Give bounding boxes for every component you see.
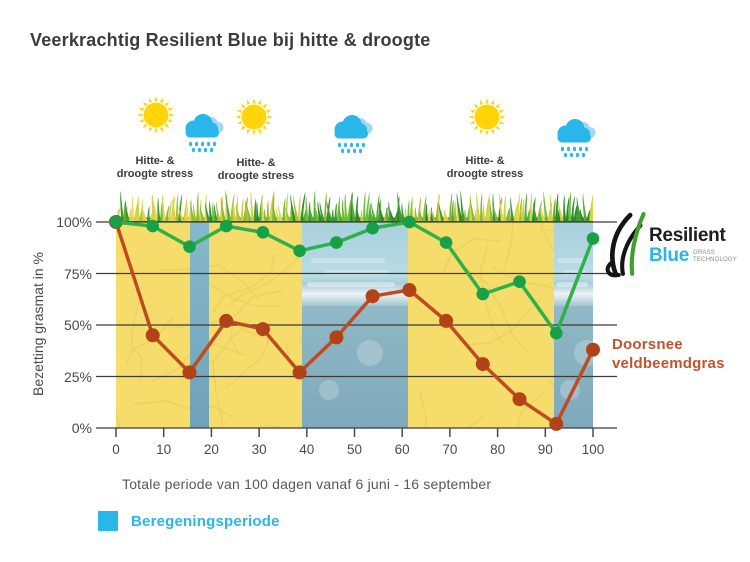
water-highlight <box>553 284 593 306</box>
stress-label-1: Hitte- & droogte stress <box>116 155 194 180</box>
stress-label-3: Hitte- & droogte stress <box>446 155 524 180</box>
resilient-blue-logo: Resilient Blue GRASS TECHNOLOGY <box>603 212 737 278</box>
brand-name-top: Resilient <box>649 225 726 246</box>
rain-cloud-icon <box>329 114 375 156</box>
water-bubble <box>319 380 340 400</box>
x-tick-label: 50 <box>346 442 363 457</box>
x-tick-label: 90 <box>537 442 553 457</box>
irrigation-band <box>189 222 209 428</box>
y-axis-title: Bezetting grasmat in % <box>30 252 46 396</box>
x-tick-label: 40 <box>299 442 315 457</box>
x-tick-label: 0 <box>112 442 120 457</box>
x-tick-label: 60 <box>394 442 410 457</box>
water-streak <box>310 258 385 263</box>
water-streak <box>325 270 390 275</box>
irrigation-band <box>302 222 409 428</box>
page-title: Veerkrachtig Resilient Blue bij hitte & … <box>30 30 431 50</box>
y-tick-label: 100% <box>56 214 92 230</box>
water-bubble <box>357 340 384 366</box>
irrigation-band <box>553 222 593 428</box>
y-tick-label: 50% <box>63 317 92 333</box>
rain-cloud-icon <box>180 113 226 155</box>
brand-name-bottom: Blue <box>649 245 689 266</box>
x-tick-label: 70 <box>442 442 458 457</box>
sun-icon <box>467 97 507 137</box>
rain-cloud-icon <box>552 118 598 160</box>
water-streak <box>562 270 586 275</box>
x-tick-label: 30 <box>251 442 267 457</box>
water-streak <box>557 258 585 263</box>
stress-label-2: Hitte- & droogte stress <box>217 157 295 182</box>
x-tick-label: 80 <box>490 442 506 457</box>
brand-tagline: GRASS TECHNOLOGY <box>692 250 737 263</box>
grass-logo-icon <box>603 212 647 278</box>
x-tick-label: 100 <box>581 442 605 457</box>
grass-strip <box>116 188 593 222</box>
y-tick-label: 0% <box>71 420 92 436</box>
water-bubble <box>560 380 581 400</box>
water-highlight <box>302 284 409 306</box>
irrigation-swatch <box>98 511 118 531</box>
irrigation-legend: Beregeningsperiode <box>98 511 280 531</box>
x-axis-caption: Totale periode van 100 dagen vanaf 6 jun… <box>122 476 492 492</box>
sun-icon <box>234 97 274 137</box>
y-tick-label: 25% <box>63 368 92 385</box>
irrigation-legend-label: Beregeningsperiode <box>131 512 280 530</box>
red-series-label: Doorsnee veldbeemdgras <box>612 336 725 372</box>
x-tick-label: 10 <box>156 442 172 457</box>
sun-icon <box>136 95 176 135</box>
y-tick-label: 75% <box>63 265 92 282</box>
water-bubble <box>574 340 593 366</box>
x-tick-label: 20 <box>203 442 219 457</box>
